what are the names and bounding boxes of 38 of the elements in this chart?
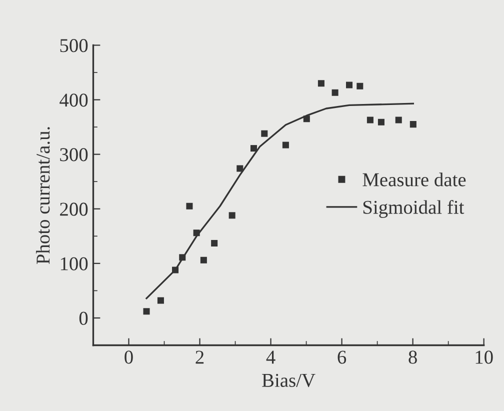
- point: [211, 240, 218, 246]
- point: [332, 89, 338, 96]
- point: [346, 82, 353, 88]
- x-axis-title: Bias/V: [262, 374, 316, 388]
- point: [228, 212, 236, 219]
- y-tick-label: 0: [79, 312, 88, 325]
- x-tick-label: 0: [124, 350, 133, 364]
- point: [410, 121, 416, 128]
- x-tick-label: 8: [408, 350, 417, 364]
- point: [356, 82, 364, 90]
- point: [143, 308, 150, 315]
- point: [261, 130, 268, 137]
- point: [179, 254, 186, 261]
- x-tick-label: 2: [196, 350, 204, 364]
- point: [366, 116, 374, 124]
- point: [186, 202, 193, 210]
- x-tick-label: 10: [476, 350, 493, 364]
- point: [193, 230, 200, 236]
- point: [250, 145, 257, 152]
- point: [200, 256, 207, 264]
- y-tick-label: 300: [60, 148, 88, 162]
- point: [282, 142, 289, 148]
- y-tick-label: 400: [60, 94, 88, 107]
- point: [172, 266, 179, 274]
- x-tick-label: 4: [266, 350, 276, 364]
- legend-label: Measure date: [362, 172, 466, 186]
- y-tick-label: 500: [60, 39, 88, 52]
- x-tick-label: 6: [338, 350, 346, 364]
- point: [378, 118, 384, 126]
- legend-label: Sigmoidal fit: [363, 200, 464, 218]
- y-tick-label: 100: [60, 257, 88, 270]
- point: [236, 165, 244, 172]
- point: [157, 297, 164, 304]
- point: [303, 116, 310, 122]
- point: [318, 80, 324, 87]
- point: [395, 116, 402, 124]
- y-axis-title: Photo current/a.u.: [36, 127, 50, 264]
- y-tick-label: 200: [60, 202, 88, 216]
